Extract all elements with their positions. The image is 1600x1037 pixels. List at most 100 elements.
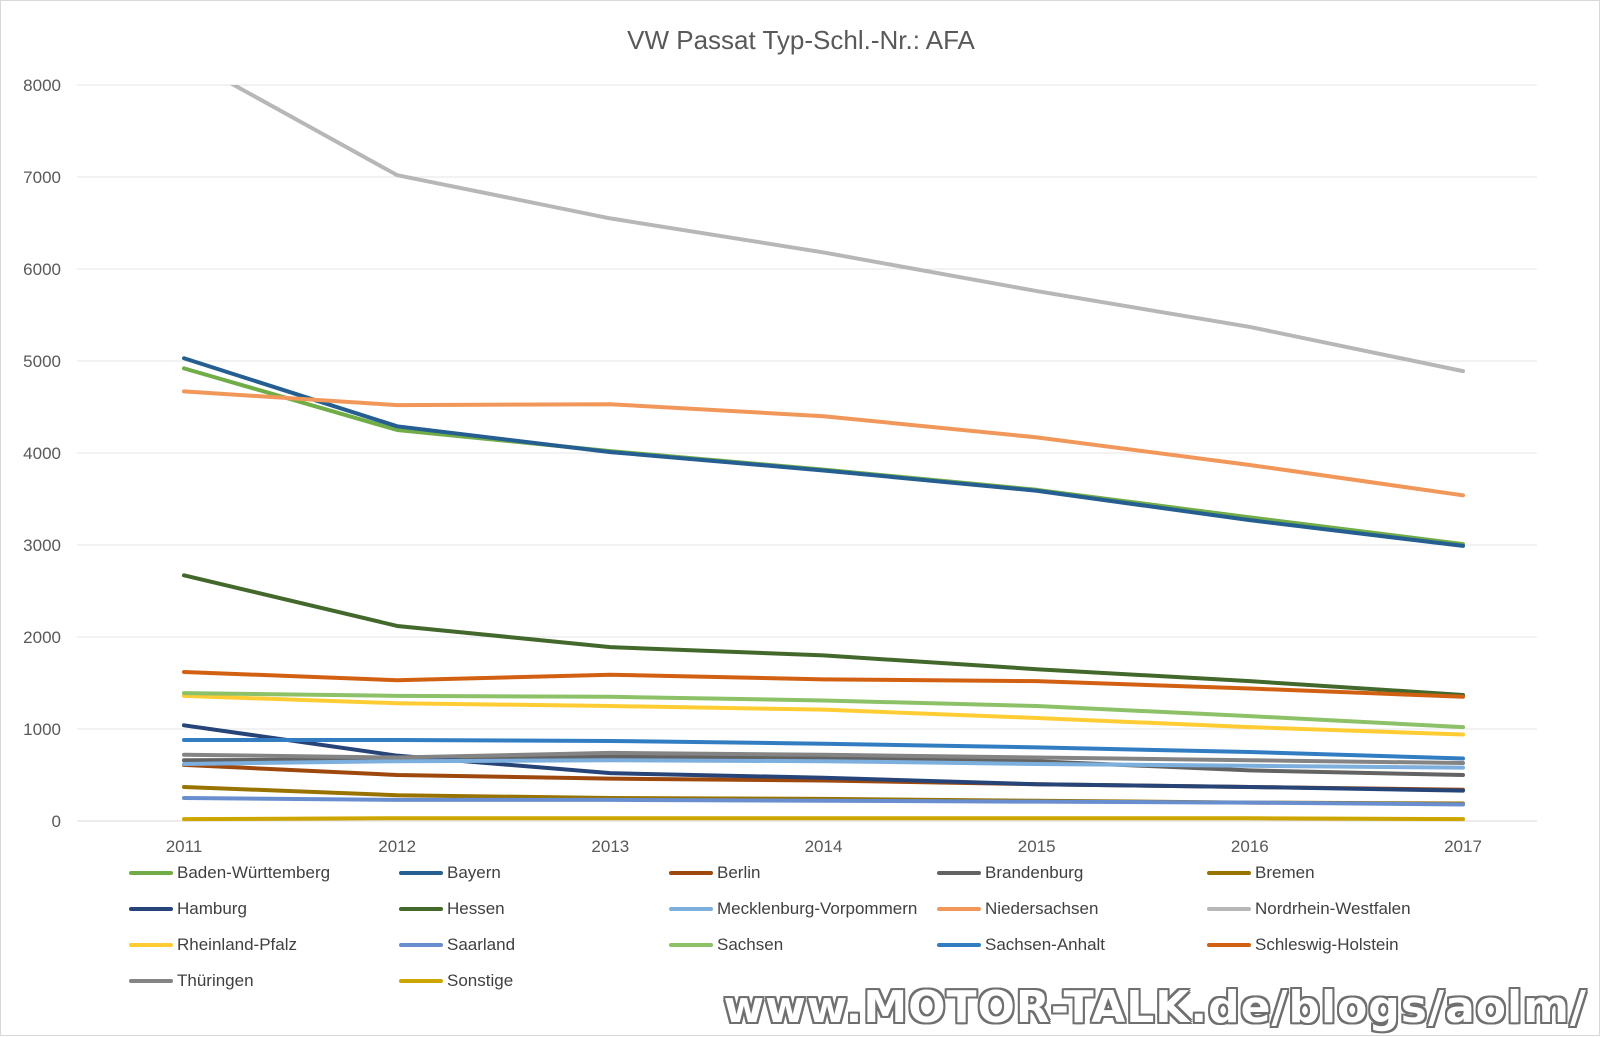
y-tick-label: 0	[52, 812, 61, 831]
legend-item: Schleswig-Holstein	[1207, 933, 1399, 957]
data-point-th-ringen	[183, 754, 185, 756]
legend-swatch	[399, 979, 443, 983]
data-point-bremen	[396, 794, 398, 796]
y-tick-label: 8000	[23, 76, 61, 95]
legend-item: Bremen	[1207, 861, 1315, 885]
legend-swatch	[399, 871, 443, 875]
data-point-th-ringen	[823, 754, 824, 756]
y-tick-label: 4000	[23, 444, 61, 463]
series-line-baden-w-rttemberg	[182, 366, 1465, 547]
legend-swatch	[937, 871, 981, 875]
data-point-saarland	[1036, 801, 1038, 803]
legend-swatch	[129, 943, 173, 947]
legend-item: Rheinland-Pfalz	[129, 933, 297, 957]
legend-swatch	[669, 907, 713, 911]
y-tick-label: 5000	[23, 352, 61, 371]
data-point-sonstige	[183, 818, 185, 820]
data-point-hessen	[183, 574, 185, 576]
legend-swatch	[669, 943, 713, 947]
data-point-sachsen	[609, 696, 611, 698]
data-point-hamburg	[1249, 786, 1251, 788]
series-line-bayern	[182, 356, 1465, 548]
x-tick-label: 2011	[166, 837, 203, 856]
data-point-rheinland-pfalz	[823, 709, 824, 711]
data-point-th-ringen	[1249, 759, 1251, 761]
data-point-rheinland-pfalz	[609, 705, 611, 707]
data-point-saarland	[1462, 803, 1464, 805]
data-point-baden-w-rttemberg	[183, 367, 185, 369]
data-point-sachsen	[183, 692, 185, 694]
data-point-saarland	[823, 800, 824, 802]
data-point-bremen	[183, 786, 185, 788]
data-point-mecklenburg-vorpommern	[1249, 765, 1251, 767]
chart-title: VW Passat Typ-Schl.-Nr.: AFA	[627, 25, 975, 55]
data-point-brandenburg	[183, 759, 185, 761]
data-point-niedersachsen	[183, 390, 185, 392]
legend-label: Schleswig-Holstein	[1255, 935, 1399, 954]
watermark: www.MOTOR-TALK.de/blogs/aolm/	[723, 982, 1587, 1033]
legend-item: Nordrhein-Westfalen	[1207, 897, 1411, 921]
data-point-sachsen-anhalt	[609, 740, 611, 742]
x-tick-label: 2012	[378, 837, 416, 856]
legend-label: Rheinland-Pfalz	[177, 935, 298, 954]
data-point-brandenburg	[1249, 769, 1251, 771]
legend-label: Saarland	[447, 935, 516, 954]
data-point-th-ringen	[1462, 762, 1464, 764]
legend-swatch	[937, 907, 981, 911]
data-point-nordrhein-westfalen	[823, 251, 824, 253]
legend-label: Brandenburg	[985, 863, 1084, 882]
data-point-schleswig-holstein	[396, 679, 398, 681]
y-tick-label: 2000	[23, 628, 61, 647]
data-point-hessen	[396, 625, 398, 627]
data-point-mecklenburg-vorpommern	[823, 760, 824, 762]
legend-label: Thüringen	[177, 971, 254, 990]
x-tick-label: 2016	[1231, 837, 1269, 856]
data-point-schleswig-holstein	[183, 671, 185, 673]
data-point-hessen	[609, 646, 611, 648]
legend-label: Hessen	[447, 899, 505, 918]
data-point-sachsen-anhalt	[1036, 746, 1038, 748]
y-axis-ticks: 0 1000 2000 3000 4000 5000 6000 7000 8000	[23, 76, 61, 831]
data-point-sachsen	[823, 699, 824, 701]
data-point-th-ringen	[396, 757, 398, 759]
data-point-mecklenburg-vorpommern	[1462, 767, 1464, 769]
legend-label: Hamburg	[177, 899, 247, 918]
legend-swatch	[669, 871, 713, 875]
data-point-schleswig-holstein	[823, 678, 824, 680]
data-point-rheinland-pfalz	[183, 695, 185, 697]
legend-item: Sachsen	[669, 933, 783, 957]
data-point-sonstige	[396, 817, 398, 819]
data-point-hamburg	[183, 724, 185, 726]
data-point-schleswig-holstein	[1249, 688, 1251, 690]
legend-item: Niedersachsen	[937, 897, 1098, 921]
data-point-hessen	[1249, 680, 1251, 682]
data-point-th-ringen	[609, 752, 611, 754]
data-point-niedersachsen	[1462, 494, 1464, 496]
legend-item: Saarland	[399, 933, 515, 957]
data-point-mecklenburg-vorpommern	[396, 760, 398, 762]
data-point-berlin	[823, 780, 824, 782]
data-point-schleswig-holstein	[1036, 680, 1038, 682]
data-point-sachsen-anhalt	[823, 743, 824, 745]
x-tick-label: 2013	[591, 837, 629, 856]
data-point-bayern	[1036, 490, 1038, 492]
data-point-sonstige	[1249, 817, 1251, 819]
legend-swatch	[129, 907, 173, 911]
data-point-brandenburg	[1036, 760, 1038, 762]
data-point-niedersachsen	[396, 404, 398, 406]
data-point-saarland	[396, 799, 398, 801]
legend-item: Bayern	[399, 861, 501, 885]
data-point-th-ringen	[1036, 757, 1038, 759]
data-point-nordrhein-westfalen	[396, 174, 398, 176]
data-point-niedersachsen	[1036, 436, 1038, 438]
legend-swatch	[1207, 943, 1251, 947]
data-point-bayern	[1462, 545, 1464, 547]
data-point-bayern	[183, 357, 185, 359]
data-point-nordrhein-westfalen	[1462, 370, 1464, 372]
data-point-brandenburg	[823, 757, 824, 759]
data-point-sachsen-anhalt	[396, 739, 398, 741]
data-point-schleswig-holstein	[1462, 696, 1464, 698]
data-point-nordrhein-westfalen	[184, 57, 185, 58]
data-point-hamburg	[1462, 790, 1464, 792]
